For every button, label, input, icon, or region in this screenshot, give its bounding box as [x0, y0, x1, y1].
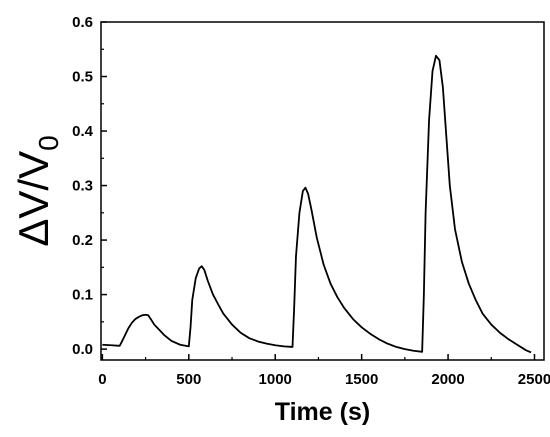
x-tick-label: 1000 — [259, 371, 292, 388]
plot-frame — [100, 21, 545, 361]
x-tick-label: 0 — [98, 371, 106, 388]
y-tick-label: 0.4 — [72, 123, 94, 140]
x-tick-label: 2500 — [518, 371, 550, 388]
y-axis-title: ΔV/V0 — [10, 135, 64, 246]
y-tick-label: 0.1 — [72, 287, 93, 304]
y-axis-title-subscript: 0 — [33, 135, 64, 151]
series-line — [102, 54, 532, 354]
y-tick-label: 0.5 — [72, 69, 93, 86]
y-axis-title-base: ΔV/V — [10, 151, 57, 247]
x-tick-label: 1500 — [345, 371, 378, 388]
axis-tick-labels: 0 500 1000 1500 2000 2500 0.0 0.1 0.2 0.3 0.4 0.5 0.… — [72, 14, 550, 388]
y-tick-label: 0.0 — [72, 341, 93, 358]
x-tick-label: 500 — [176, 371, 201, 388]
axis-ticks — [101, 21, 536, 360]
x-tick-label: 2000 — [431, 371, 464, 388]
x-axis-title: Time (s) — [275, 398, 370, 426]
y-tick-label: 0.6 — [72, 14, 93, 31]
y-tick-label: 0.3 — [72, 178, 93, 195]
y-tick-label: 0.2 — [72, 232, 93, 249]
